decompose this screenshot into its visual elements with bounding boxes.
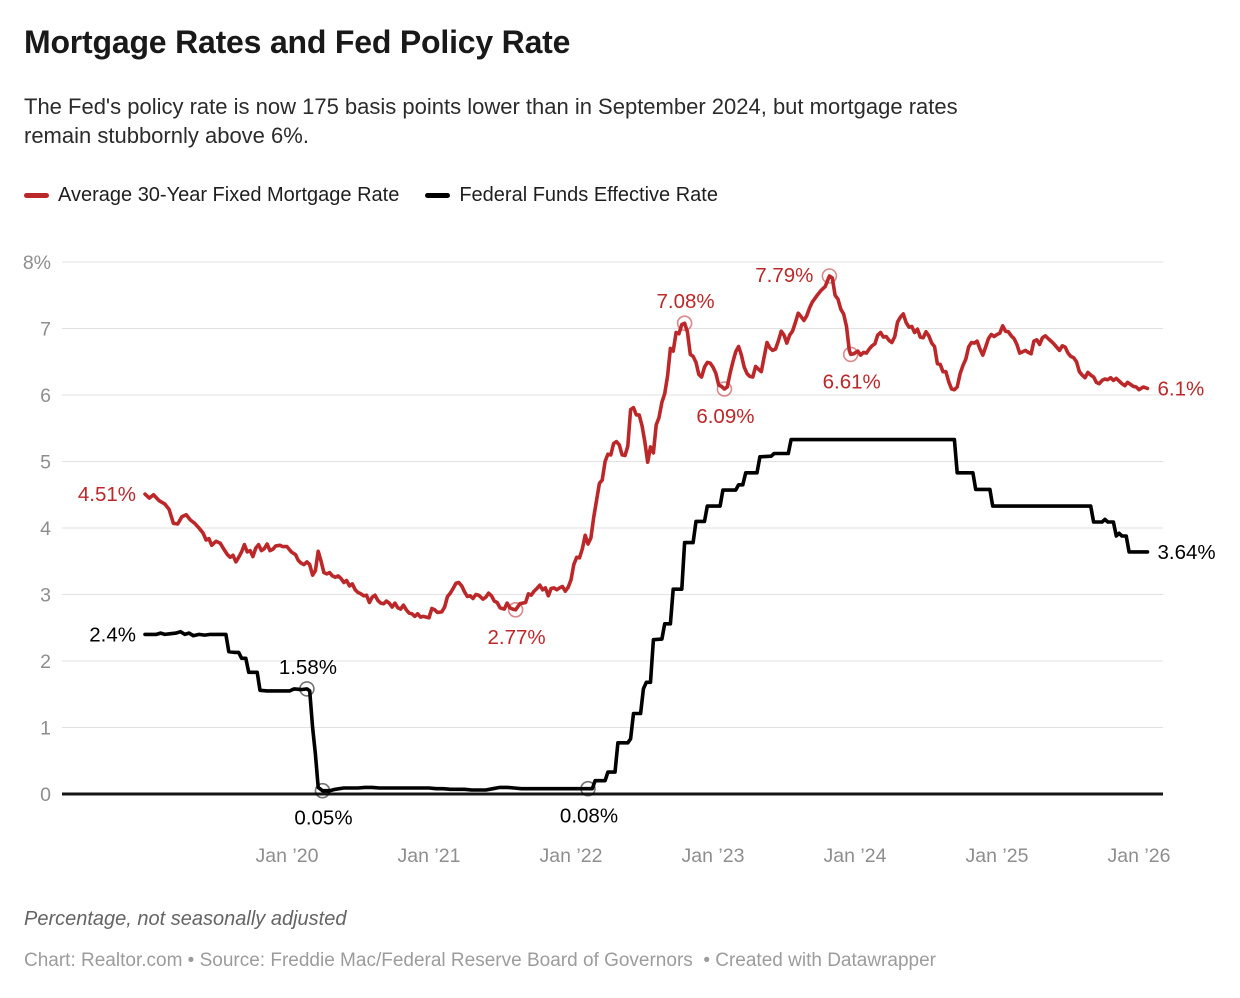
y-tick-label: 8% — [23, 252, 51, 274]
chart-subtitle: The Fed's policy rate is now 175 basis p… — [24, 92, 1216, 150]
legend: Average 30-Year Fixed Mortgage Rate Fede… — [24, 184, 718, 207]
value-label: 1.58% — [279, 656, 337, 679]
y-tick-label: 7 — [40, 319, 51, 341]
x-tick-label: Jan ’23 — [682, 845, 745, 867]
y-tick-label: 1 — [40, 718, 51, 740]
y-tick-label: 6 — [40, 385, 51, 407]
end-value-label: 3.64% — [1158, 541, 1216, 564]
legend-label-fed-funds-rate: Federal Funds Effective Rate — [459, 184, 718, 206]
red-line-swatch-icon — [24, 193, 49, 198]
subtitle-line-1: The Fed's policy rate is now 175 basis p… — [24, 94, 958, 119]
x-tick-label: Jan ’26 — [1108, 845, 1171, 867]
axis-unit-note: Percentage, not seasonally adjusted — [24, 908, 347, 930]
legend-item-mortgage-rate: Average 30-Year Fixed Mortgage Rate — [24, 184, 399, 207]
legend-label-mortgage-rate: Average 30-Year Fixed Mortgage Rate — [58, 184, 400, 206]
y-tick-label: 5 — [40, 452, 51, 474]
mortgage-rate-line — [143, 274, 1150, 620]
point-marker-icon — [299, 681, 315, 697]
value-label: 2.4% — [89, 623, 136, 646]
y-tick-label: 3 — [40, 585, 51, 607]
chart-title: Mortgage Rates and Fed Policy Rate — [24, 24, 571, 60]
fed-funds-rate-line — [143, 437, 1150, 793]
x-tick-label: Jan ’25 — [966, 845, 1029, 867]
value-label: 7.08% — [657, 290, 715, 313]
value-label: 2.77% — [488, 626, 546, 649]
point-marker-icon — [580, 780, 596, 797]
line-chart: 8% 7 6 5 4 3 2 1 0 Jan ’20 Jan ’21 Jan ’22 Jan ’23 Ja… — [0, 230, 1240, 880]
legend-item-fed-funds-rate: Federal Funds Effective Rate — [425, 184, 718, 207]
value-label: 6.61% — [823, 370, 881, 393]
value-label: 0.05% — [294, 807, 352, 830]
y-tick-label: 0 — [40, 784, 51, 806]
point-marker-icon — [842, 346, 859, 363]
x-tick-label: Jan ’20 — [256, 845, 319, 867]
line-chart-svg: 8% 7 6 5 4 3 2 1 0 Jan ’20 Jan ’21 Jan ’22 Jan ’23 Ja… — [23, 252, 1216, 867]
point-marker-icon — [676, 315, 693, 332]
point-marker-icon — [716, 381, 733, 397]
credit-line: Chart: Realtor.com • Source: Freddie Mac… — [24, 950, 936, 971]
y-tick-label: 4 — [40, 518, 51, 540]
y-tick-label: 2 — [40, 651, 51, 673]
x-tick-label: Jan ’22 — [540, 845, 603, 867]
value-label: 0.08% — [560, 805, 618, 828]
subtitle-line-2: remain stubbornly above 6%. — [24, 123, 309, 148]
black-line-swatch-icon — [425, 193, 451, 198]
point-marker-icon — [314, 782, 331, 799]
x-tick-label: Jan ’21 — [398, 845, 461, 867]
end-value-label: 6.1% — [1158, 377, 1205, 400]
value-label: 7.79% — [755, 264, 813, 287]
x-tick-label: Jan ’24 — [824, 845, 887, 867]
point-marker-icon — [507, 601, 524, 618]
value-label: 6.09% — [696, 405, 754, 428]
point-marker-icon — [821, 268, 838, 284]
value-label: 4.51% — [78, 483, 136, 506]
